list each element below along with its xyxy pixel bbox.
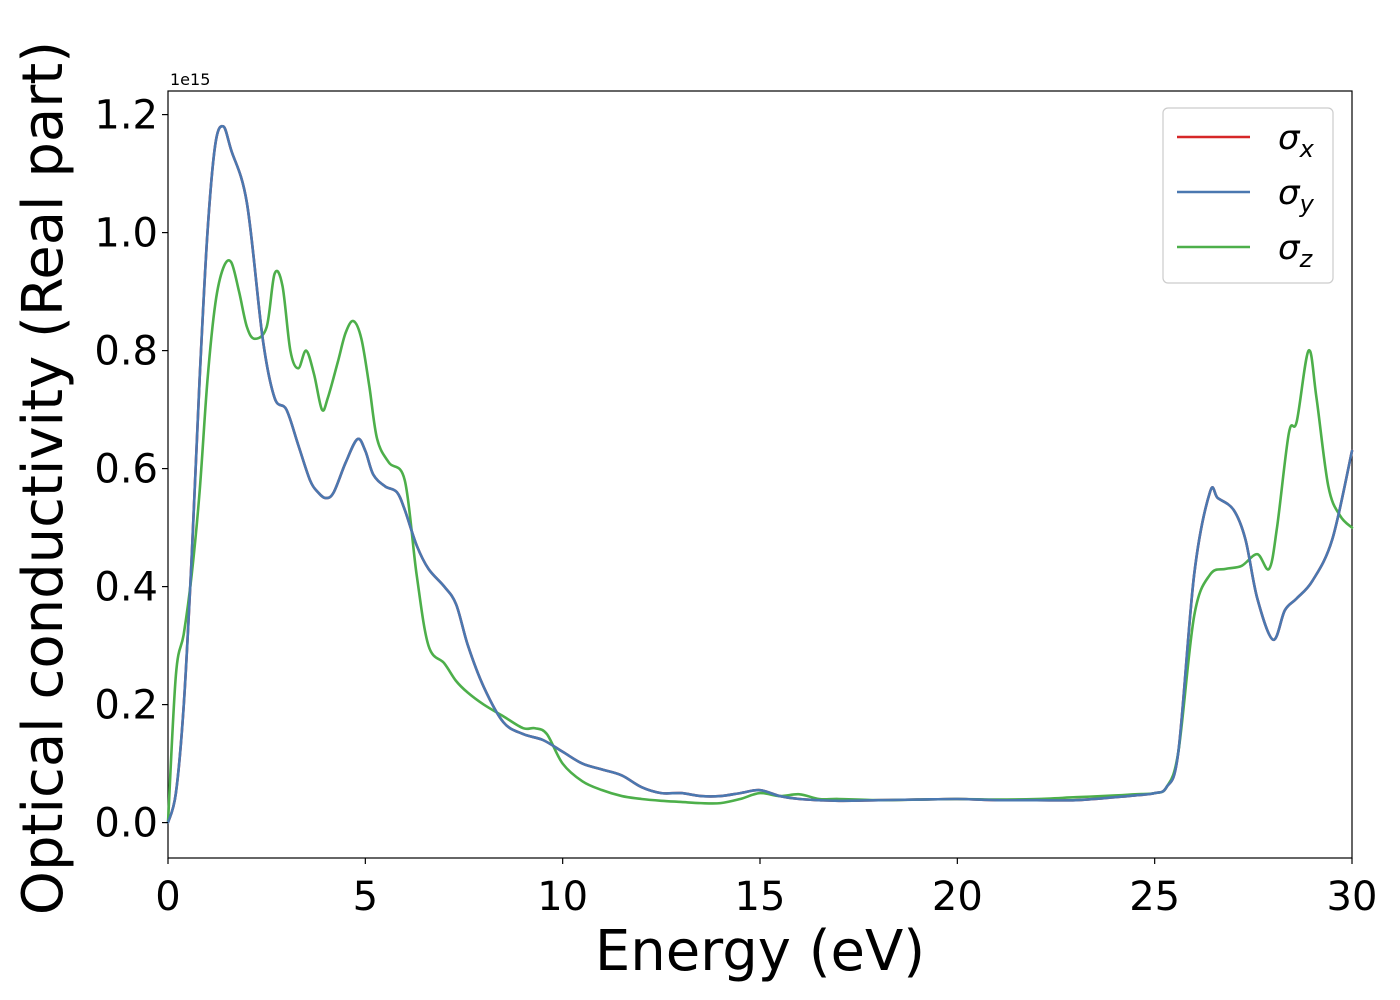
series-line-y <box>166 124 1354 824</box>
legend-label-y: σy <box>1278 173 1315 218</box>
series-line-z <box>166 259 1354 824</box>
x-tick-label: 0 <box>155 874 180 920</box>
y-tick-label: 1.0 <box>94 211 158 257</box>
x-tick-label: 25 <box>1129 874 1180 920</box>
y-offset-text: 1e15 <box>170 70 210 89</box>
y-axis-ticks: 0.0 0.2 0.4 0.6 0.8 1.0 1.2 <box>94 93 168 847</box>
series-layer <box>166 124 1354 824</box>
x-tick-label: 10 <box>537 874 588 920</box>
x-axis-title: Energy (eV) <box>595 919 925 984</box>
x-tick-label: 5 <box>353 874 378 920</box>
legend-label-x: σx <box>1278 118 1315 163</box>
x-axis-ticks: 0 5 10 15 20 25 30 <box>155 858 1377 920</box>
legend-label-z: σz <box>1278 228 1314 273</box>
y-tick-label: 0.0 <box>94 801 158 847</box>
y-axis-title: Optical conductivity (Real part) <box>11 41 76 915</box>
y-tick-label: 0.4 <box>94 565 158 611</box>
legend-box <box>1162 107 1334 284</box>
y-tick-label: 0.8 <box>94 329 158 375</box>
legend-items: σx σy σz <box>1177 118 1315 273</box>
x-tick-label: 20 <box>932 874 983 920</box>
x-tick-label: 30 <box>1327 874 1378 920</box>
y-tick-label: 0.2 <box>94 683 158 729</box>
y-tick-label: 1.2 <box>94 93 158 139</box>
x-tick-label: 15 <box>735 874 786 920</box>
y-tick-label: 0.6 <box>94 447 158 493</box>
legend: σx σy σz <box>1162 107 1334 284</box>
